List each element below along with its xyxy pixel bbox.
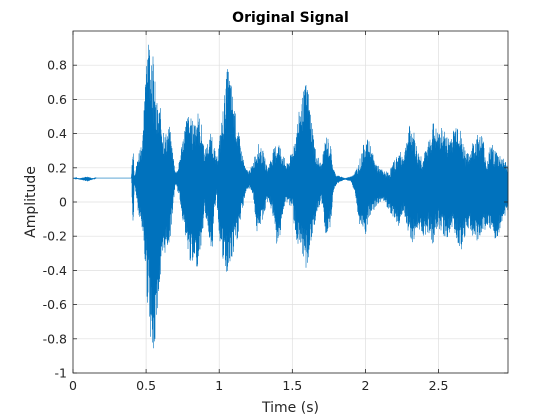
y-tick-label: 0 <box>59 195 67 210</box>
y-tick-label: 0.6 <box>47 92 67 107</box>
x-tick-label: 1 <box>215 378 223 393</box>
chart-title: Original Signal <box>232 10 349 26</box>
y-tick-label: -0.4 <box>43 263 67 278</box>
y-tick-label: -0.8 <box>43 331 67 346</box>
y-tick-label: -1 <box>55 366 67 381</box>
y-tick-label: -0.6 <box>43 297 67 312</box>
x-axis-label: Time (s) <box>261 400 319 416</box>
signal-waveform <box>72 44 509 349</box>
y-tick-label: 0.8 <box>47 58 67 73</box>
y-tick-label: -0.2 <box>43 229 67 244</box>
axis-ticks <box>72 31 508 374</box>
signal-series <box>72 44 509 349</box>
x-tick-label: 1.5 <box>282 378 302 393</box>
x-tick-label: 0 <box>69 378 77 393</box>
y-tick-label: 0.4 <box>47 126 67 141</box>
y-tick-label: 0.2 <box>47 160 67 175</box>
y-tick-labels: -1 -0.8 -0.6 -0.4 -0.2 0 0.2 0.4 0.6 0.8 <box>43 58 67 381</box>
y-axis-label: Amplitude <box>23 166 39 238</box>
x-tick-label: 2.5 <box>429 378 449 393</box>
x-tick-label: 2 <box>361 378 369 393</box>
x-tick-label: 0.5 <box>136 378 156 393</box>
x-tick-labels: 0 0.5 1 1.5 2 2.5 <box>69 378 448 393</box>
